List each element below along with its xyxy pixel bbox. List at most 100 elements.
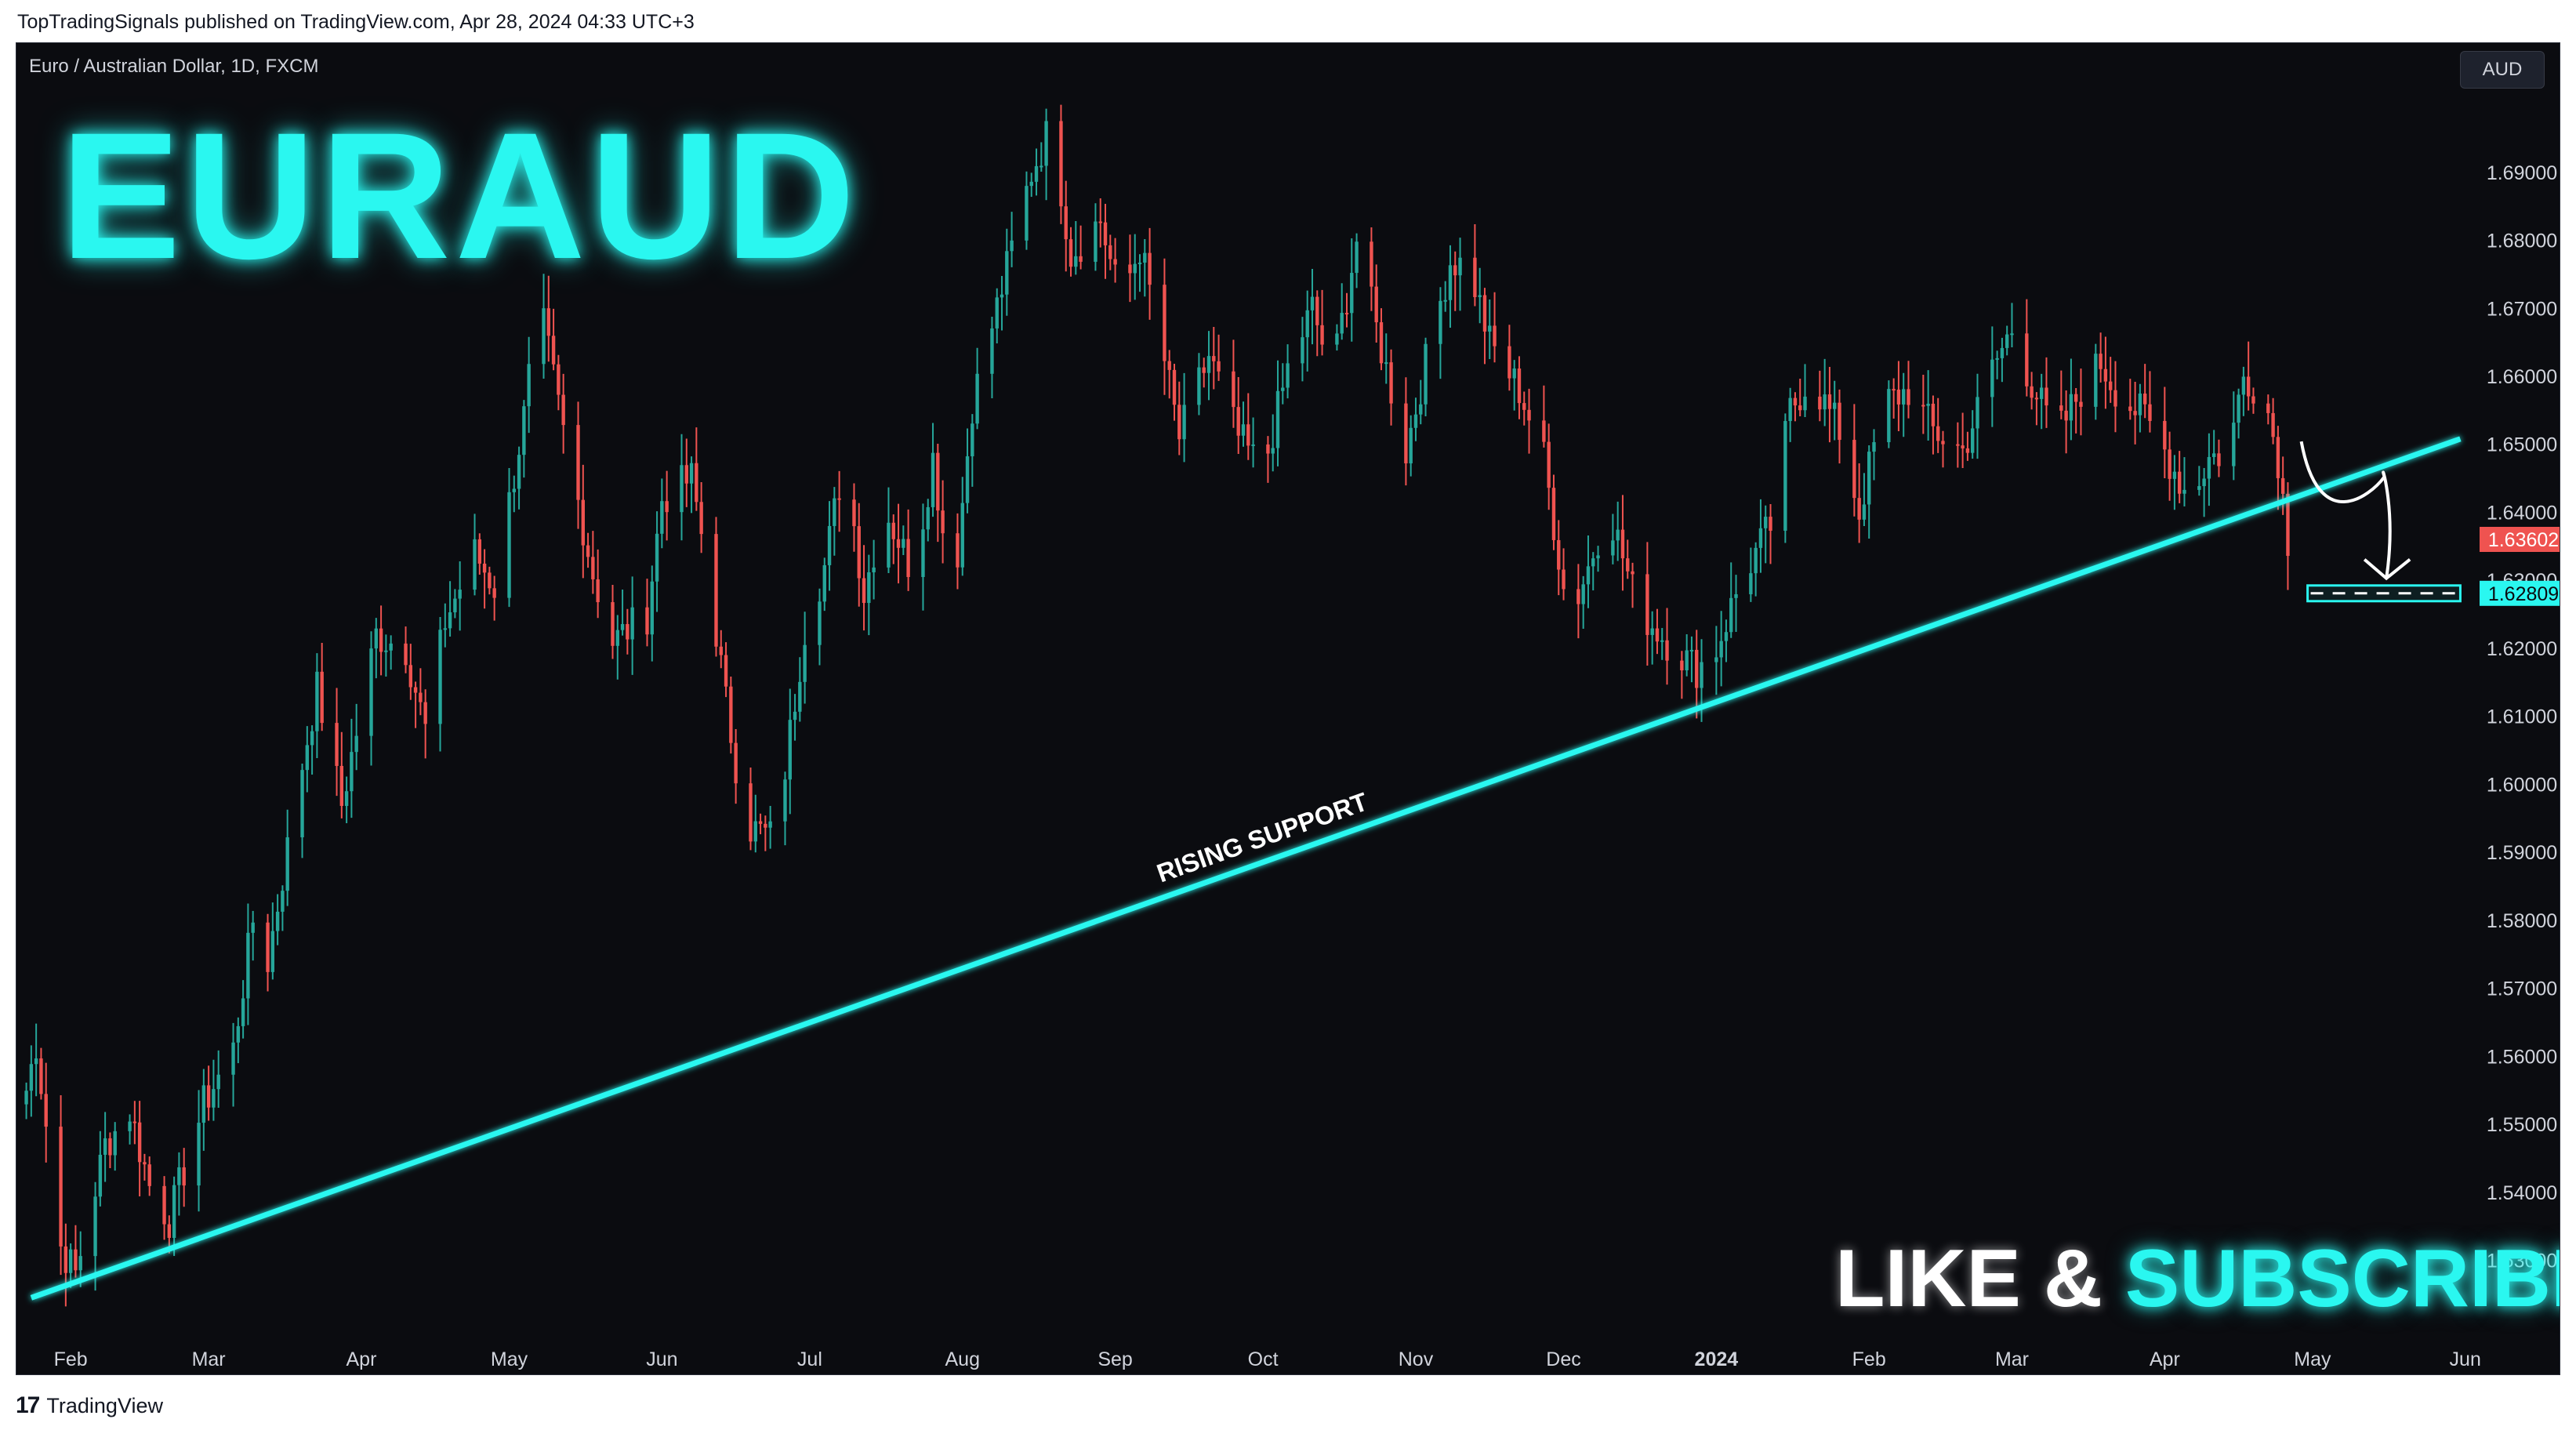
candle-body <box>1700 662 1703 688</box>
candle-body <box>2142 394 2147 405</box>
candle-body <box>315 671 319 731</box>
time-tick-label: Jul <box>797 1348 822 1370</box>
candle-body <box>1413 414 1418 428</box>
candle-body <box>1508 346 1511 379</box>
candle-body <box>1620 529 1625 559</box>
candle-body <box>803 644 807 682</box>
candle-body <box>1961 445 1965 448</box>
candle-body <box>1064 206 1068 240</box>
candle-body <box>1143 252 1147 263</box>
candle-body <box>2251 396 2255 404</box>
candle-body <box>354 735 358 753</box>
candle-body <box>1990 359 1994 397</box>
candle-body <box>285 837 289 891</box>
target-price-tag: 1.62809 <box>2488 583 2559 605</box>
candle-body <box>2030 386 2034 398</box>
candle-body <box>1029 181 1033 187</box>
chart-panel[interactable]: RISING SUPPORT 1.53000 1.54000 1.55000 1.56… <box>16 42 2560 1375</box>
candle-body <box>404 643 408 666</box>
candle-body <box>1818 396 1822 410</box>
candle-body <box>862 578 866 604</box>
candle-body <box>1522 403 1526 410</box>
currency-button[interactable]: AUD <box>2460 51 2545 89</box>
candle-body <box>611 602 615 646</box>
price-tick-label: 1.69000 <box>2487 162 2557 184</box>
candle-body <box>2266 403 2270 413</box>
candle-body <box>2069 394 2073 421</box>
candle-body <box>1286 363 1290 388</box>
candle-body <box>281 891 285 912</box>
candle-body <box>482 563 487 573</box>
candle-body <box>1660 640 1664 642</box>
candle-body <box>1448 265 1453 300</box>
candle-body <box>758 821 763 824</box>
candle-body <box>1108 245 1112 260</box>
candle-body <box>1340 313 1344 334</box>
candle-body <box>1202 367 1206 373</box>
candle-body <box>645 607 649 635</box>
symbol-title[interactable]: Euro / Australian Dollar, 1D, FXCM <box>29 56 319 77</box>
candle-body <box>216 1074 220 1090</box>
candle-body <box>1976 397 1979 429</box>
candle-body <box>369 648 373 736</box>
candle-body <box>1409 427 1413 464</box>
candle-body <box>2232 423 2236 466</box>
candle-body <box>1301 337 1304 364</box>
price-tick-label: 1.68000 <box>2487 230 2557 252</box>
candle-body <box>1320 325 1324 345</box>
candle-body <box>212 1089 216 1108</box>
candle-body <box>867 572 871 604</box>
candle-body <box>1896 389 1901 405</box>
candle-body <box>581 499 585 546</box>
candle-body <box>2000 347 2005 358</box>
candle-body <box>546 308 550 336</box>
candle-body <box>596 579 600 603</box>
footer-brand[interactable]: TradingView <box>46 1393 163 1417</box>
candle-body <box>1315 296 1319 325</box>
candle-body <box>793 711 797 720</box>
candle-body <box>1458 257 1462 276</box>
candle-body <box>1798 405 1802 411</box>
candle-body <box>63 1246 68 1273</box>
candle-body <box>891 522 895 539</box>
candle-body <box>1576 589 1580 604</box>
candle-body <box>266 922 270 972</box>
candle-body <box>1724 632 1729 641</box>
time-tick-label: Feb <box>1852 1348 1886 1370</box>
candle-body <box>1079 256 1083 262</box>
candle-body <box>1650 628 1654 635</box>
candle-body <box>837 498 841 500</box>
candle-body <box>197 1123 201 1186</box>
candle-body <box>98 1154 103 1197</box>
candle-body <box>936 452 940 511</box>
candle-body <box>1439 300 1442 344</box>
candle-body <box>108 1138 112 1156</box>
candle-body <box>1068 239 1073 267</box>
rising-support-trendline <box>30 436 2462 1301</box>
candle-body <box>1793 397 1798 406</box>
candle-body <box>1128 264 1132 274</box>
candle-body <box>2271 412 2275 437</box>
candle-body <box>1971 428 1975 453</box>
price-chart[interactable]: RISING SUPPORT 1.53000 1.54000 1.55000 1.56… <box>16 43 2560 1375</box>
candle-body <box>443 628 448 630</box>
candle-body <box>2177 471 2182 494</box>
candle-body <box>1350 273 1354 314</box>
candle-body <box>2280 477 2285 494</box>
candle-body <box>1113 259 1117 265</box>
candle-body <box>1074 256 1078 267</box>
candle-body <box>2010 333 2014 336</box>
tradingview-logo-icon[interactable]: 17 <box>16 1392 40 1418</box>
candle-body <box>1783 421 1787 531</box>
price-tick-label: 1.56000 <box>2487 1046 2557 1068</box>
candle-body <box>1232 371 1235 408</box>
price-tick-label: 1.67000 <box>2487 298 2557 320</box>
candle-body <box>542 308 546 365</box>
candle-body <box>488 572 492 589</box>
candle-body <box>2025 333 2029 387</box>
candle-body <box>78 1256 82 1271</box>
time-axis: Feb Mar Apr May Jun Jul Aug Sep Oct Nov Dec 2024 Feb… <box>54 1348 2481 1370</box>
candle-body <box>458 590 462 599</box>
candle-body <box>1689 649 1694 651</box>
time-tick-label: Apr <box>2150 1348 2180 1370</box>
